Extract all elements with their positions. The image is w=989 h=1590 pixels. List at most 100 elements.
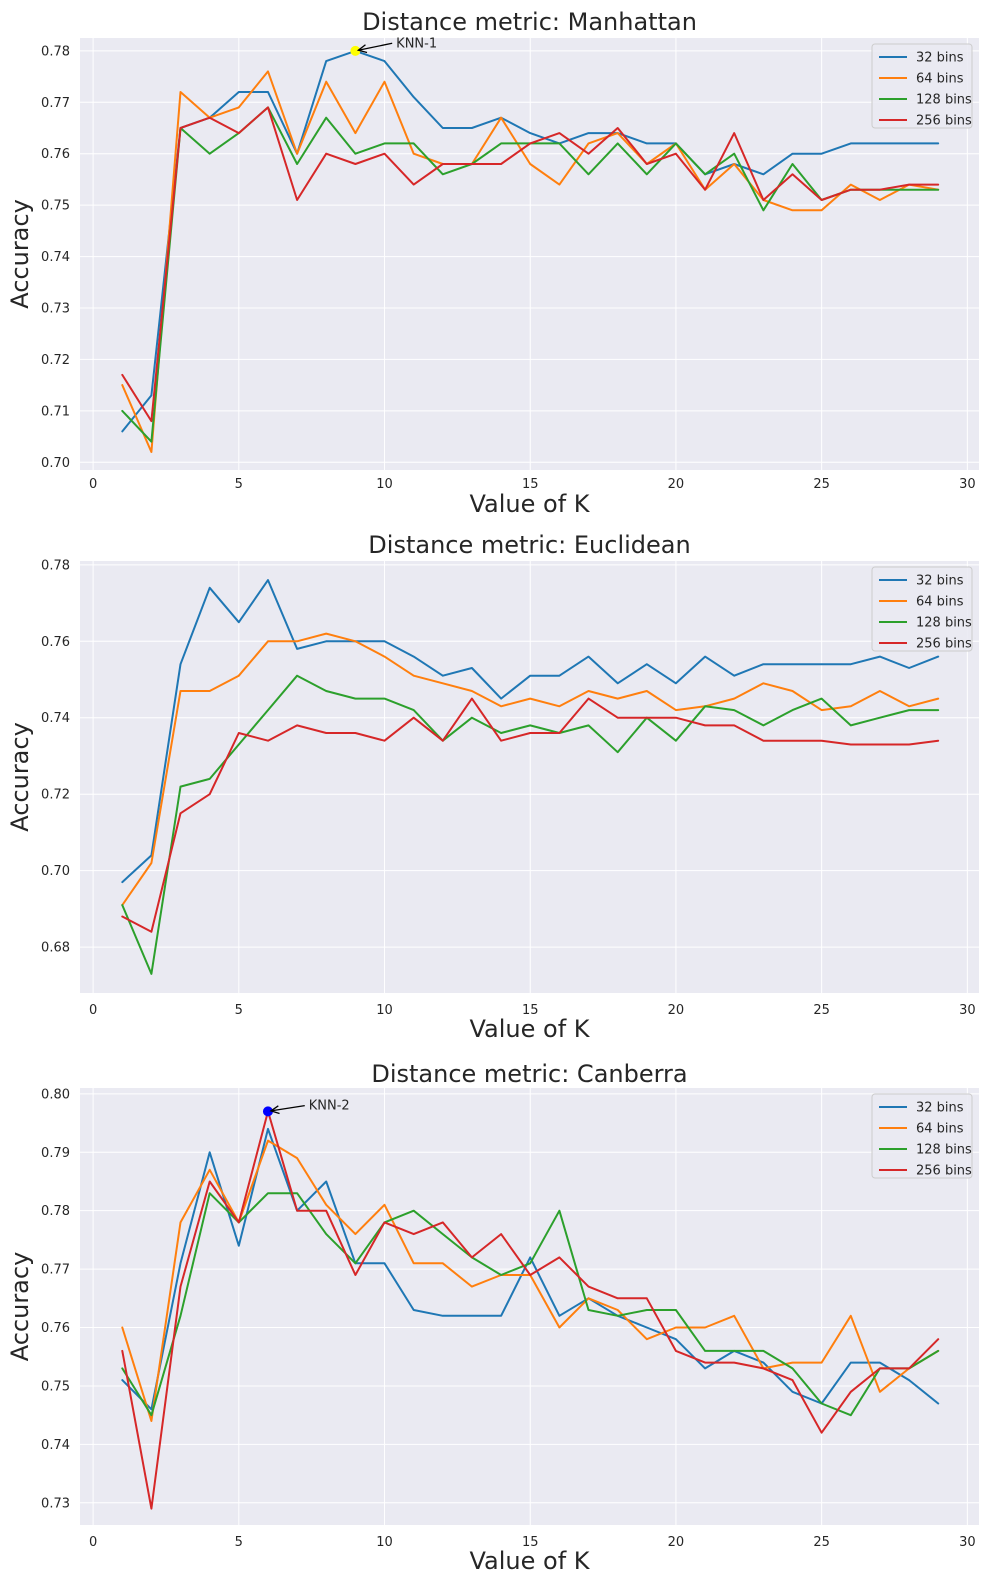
series-line-256-bins [121,697,940,933]
x-tick-label: 0 [89,1003,97,1018]
series-line-128-bins [121,674,940,975]
y-tick-label: 0.74 [41,1438,70,1453]
plot-area [80,38,979,470]
y-tick-label: 0.78 [41,1204,70,1219]
annotation-arrow [358,42,393,51]
legend: 32 bins 64 bins 128 bins 256 bins [871,566,973,652]
y-tick-label: 0.78 [41,558,70,573]
y-tick-label: 0.72 [41,353,70,368]
y-tick-label: 0.75 [41,1379,70,1394]
y-axis-label: Accuracy [6,1252,34,1362]
legend-entry: 256 bins [916,114,972,129]
legend-entry: 256 bins [916,637,972,652]
y-tick-label: 0.73 [41,302,70,317]
x-tick-label: 10 [376,1535,393,1550]
x-tick-label: 15 [522,1003,539,1018]
annotation-marker [350,45,361,56]
subplot-2: 0 5 10 15 20 25 30 0.68 0.70 0.72 0.74 0.76 0.78 32 b… [6,531,979,1043]
series-line-128-bins [121,1192,940,1417]
series-lines [121,1110,940,1510]
x-tick-label: 5 [235,477,243,492]
x-tick-label: 15 [522,477,539,492]
y-tick-label: 0.72 [41,788,70,803]
annotation-arrowhead [356,44,368,54]
x-tick-label: 15 [522,1535,539,1550]
plot-area [80,561,979,993]
y-tick-label: 0.68 [41,941,70,956]
legend-entry: 128 bins [916,616,972,631]
legend-box [871,1093,973,1179]
legend-entry: 256 bins [916,1164,972,1179]
x-tick-label: 5 [235,1535,243,1550]
x-axis-label: Value of K [469,490,590,518]
legend-entry: 128 bins [916,1143,972,1158]
legend-entry: 128 bins [916,93,972,108]
x-tick-label: 10 [376,477,393,492]
x-tick-label: 20 [668,1003,685,1018]
annotation-marker [262,1106,273,1117]
x-axis-label: Value of K [469,1015,590,1043]
x-tick-label: 20 [668,1535,685,1550]
x-tick-label: 30 [959,1535,976,1550]
annotation-arrow [270,1104,305,1112]
series-lines [121,49,940,453]
x-tick-label: 30 [959,1003,976,1018]
plot-area [80,1088,979,1525]
x-tick-label: 5 [235,1003,243,1018]
x-tick-label: 25 [813,1003,830,1018]
series-line-64-bins [121,70,940,453]
legend-entry: 64 bins [916,1122,964,1137]
x-tick-label: 30 [959,477,976,492]
legend-entry: 32 bins [916,1101,964,1116]
series-lines [121,579,940,975]
annotation: KNN-2 [262,1099,350,1117]
y-tick-label: 0.75 [41,199,70,214]
x-tick-label: 0 [89,1535,97,1550]
series-line-256-bins [121,1110,940,1510]
series-line-256-bins [121,106,940,423]
series-line-32-bins [121,579,940,884]
y-tick-label: 0.73 [41,1496,70,1511]
y-axis-label: Accuracy [6,199,34,309]
x-axis-label: Value of K [469,1547,590,1575]
annotation-arrowhead [269,1105,280,1115]
y-tick-label: 0.76 [41,635,70,650]
y-tick-label: 0.76 [41,147,70,162]
y-axis-label: Accuracy [6,722,34,832]
legend: 32 bins 64 bins 128 bins 256 bins [871,43,973,129]
y-tick-label: 0.76 [41,1321,70,1336]
y-tick-label: 0.74 [41,711,70,726]
grid [80,561,979,993]
y-tick-label: 0.74 [41,250,70,265]
x-tick-label: 0 [89,477,97,492]
y-tick-label: 0.77 [41,1263,70,1278]
x-tick-label: 20 [668,477,685,492]
grid [80,1088,979,1525]
legend-entry: 64 bins [916,72,964,87]
chart-title: Distance metric: Canberra [371,1060,687,1088]
x-tick-label: 25 [813,477,830,492]
x-tick-label: 10 [376,1003,393,1018]
series-line-32-bins [121,49,940,433]
y-tick-label: 0.80 [41,1087,70,1102]
chart-title: Distance metric: Euclidean [368,531,690,559]
x-tick-label: 25 [813,1535,830,1550]
legend-entry: 32 bins [916,51,964,66]
annotation-label: KNN-1 [396,36,437,51]
series-line-64-bins [121,632,940,907]
legend-entry: 64 bins [916,595,964,610]
y-tick-label: 0.70 [41,456,70,471]
y-tick-label: 0.70 [41,864,70,879]
legend-entry: 32 bins [916,574,964,589]
chart-title: Distance metric: Manhattan [362,8,697,36]
subplot-3: 0 5 10 15 20 25 30 0.73 0.74 0.75 0.76 0.77 0.78 0.79… [6,1060,979,1575]
grid [80,38,979,470]
annotation-label: KNN-2 [309,1099,350,1114]
y-tick-label: 0.71 [41,404,70,419]
legend-box [871,43,973,129]
subplot-1: 0 5 10 15 20 25 30 0.70 0.71 0.72 0.73 0.74 0.75 0.76… [6,8,979,518]
y-tick-label: 0.78 [41,44,70,59]
annotation: KNN-1 [350,36,437,56]
y-tick-label: 0.79 [41,1146,70,1161]
